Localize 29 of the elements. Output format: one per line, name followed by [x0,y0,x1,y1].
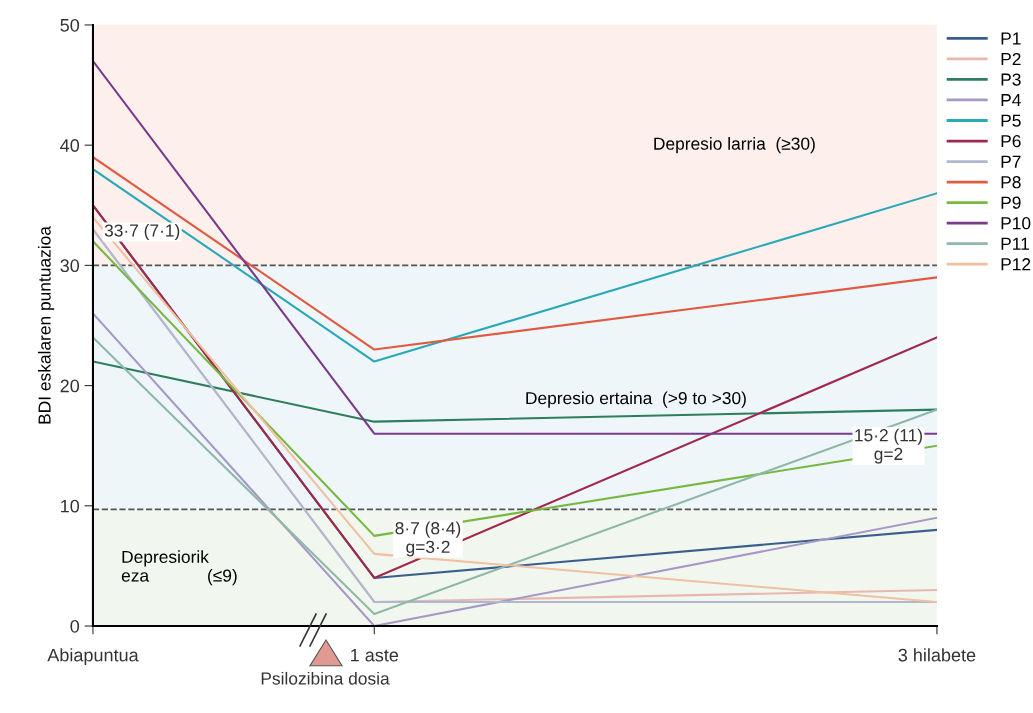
annotation: 15·2 (11) g=2 [855,428,922,464]
band-label: Depresio ertaina (>9 to >30) [526,391,746,408]
legend-label: P5 [1001,114,1021,127]
y-axis-title: BDI eskalaren puntuazioa [37,226,55,424]
y-tick-label: 40 [60,139,80,152]
x-tick-label: 3 hilabete [898,648,976,662]
annotation: 33·7 (7·1) [104,223,180,241]
legend-label: P12 [1001,258,1031,271]
band-label: Depresio larria (≥30) [654,137,815,154]
x-tick-label: 1 aste [351,648,399,662]
y-tick-label: 0 [70,619,80,633]
y-tick-label: 50 [60,18,80,32]
legend-label: P2 [1001,52,1021,65]
legend-label: P9 [1001,196,1021,209]
x-tick-label: Abiapuntua [47,648,139,666]
y-tick-label: 10 [61,499,80,513]
legend-label: P7 [1001,155,1021,168]
legend-label: P4 [1001,94,1021,107]
y-tick-label: 20 [60,379,80,393]
annotation: 8·7 (8·4) g=3·2 [395,521,461,557]
legend-label: P3 [1001,73,1021,86]
legend-label: P1 [1001,32,1021,45]
band-label: Depresiorik eza (≤9) [121,550,237,586]
legend-label: P8 [1001,176,1021,189]
legend-label: P6 [1001,134,1021,148]
text: Psilozibina dosia [261,671,390,685]
legend-label: P10 [1001,217,1031,230]
legend-label: P11 [1001,237,1029,250]
y-tick-label: 30 [60,259,80,273]
